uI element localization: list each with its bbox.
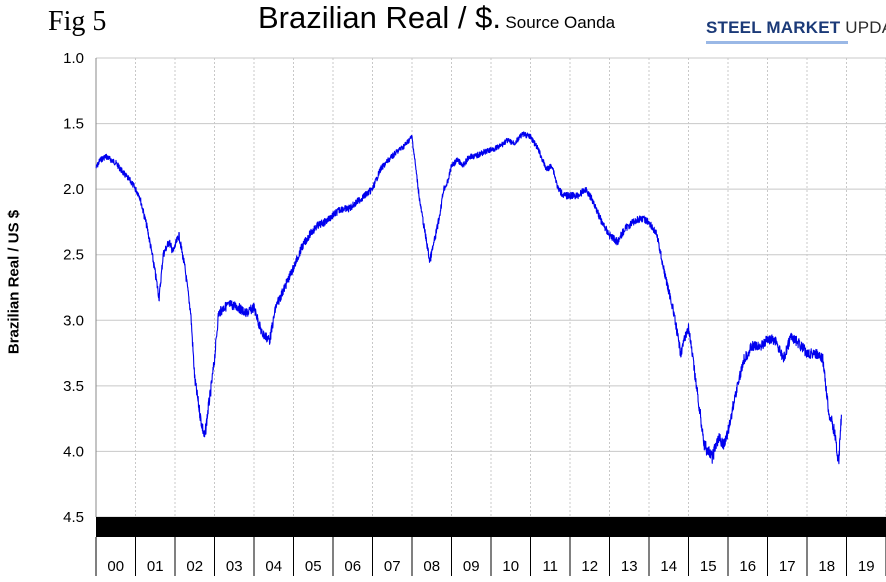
x-tick-label: 10 (502, 558, 519, 575)
x-tick-label: 09 (463, 558, 480, 575)
chart-subtitle: Source Oanda (505, 13, 616, 32)
x-tick-label: 19 (858, 558, 875, 575)
figure-label: Fig 5 (48, 6, 107, 37)
x-tick-label: 03 (226, 558, 243, 575)
series-line (95, 131, 842, 465)
y-tick-label: 2.5 (63, 247, 84, 264)
logo-text-sub: UPDATE (845, 18, 886, 37)
x-tick-label: 11 (542, 558, 558, 575)
grid-lines (95, 57, 886, 576)
logo-text-main: STEEL MARKET (706, 18, 841, 37)
y-tick-label: 3.0 (63, 312, 84, 329)
x-tick-label: 02 (186, 558, 203, 575)
y-tick-labels: 1.0 1.5 2.0 2.5 3.0 3.5 4.0 4.5 (63, 50, 84, 526)
logo-underline (706, 41, 848, 44)
y-tick-label: 1.5 (63, 116, 84, 133)
x-tick-label: 13 (621, 558, 638, 575)
x-tick-label: 15 (700, 558, 717, 575)
y-tick-label: 4.5 (63, 509, 84, 526)
x-tick-label: 16 (739, 558, 756, 575)
steel-market-update-logo: STEEL MARKET UPDATE (706, 18, 886, 38)
y-tick-label: 1.0 (63, 50, 84, 67)
x-tick-label: 07 (384, 558, 401, 575)
x-tick-label: 17 (779, 558, 796, 575)
chart-title: Brazilian Real / $. (258, 0, 501, 35)
chart-title-group: Brazilian Real / $. Source Oanda (258, 0, 615, 36)
axis-band (96, 517, 886, 537)
x-tick-label: 08 (423, 558, 440, 575)
x-tick-label: 06 (344, 558, 361, 575)
series-group (95, 131, 842, 465)
x-tick-label: 12 (581, 558, 598, 575)
x-tick-labels: 00 01 02 03 04 05 06 07 08 09 10 11 12 13 14 15 16 17 18 19 (107, 558, 874, 575)
x-tick-label: 01 (147, 558, 164, 575)
y-tick-label: 3.5 (63, 378, 84, 395)
x-tick-label: 04 (265, 558, 282, 575)
x-tick-label: 18 (818, 558, 835, 575)
y-tick-label: 4.0 (63, 443, 84, 460)
x-tick-label: 05 (305, 558, 322, 575)
y-tick-label: 2.0 (63, 181, 84, 198)
x-tick-label: 00 (107, 558, 124, 575)
x-tick-label: 14 (660, 558, 677, 575)
